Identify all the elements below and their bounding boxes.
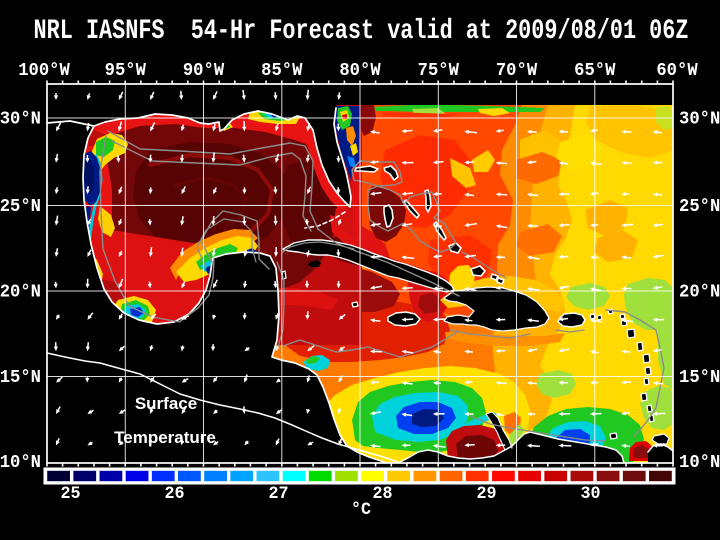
svg-text:60°W: 60°W bbox=[656, 61, 698, 82]
svg-text:90°W: 90°W bbox=[183, 61, 225, 82]
svg-text:27: 27 bbox=[268, 485, 288, 505]
svg-text:30: 30 bbox=[580, 485, 600, 505]
svg-text:100°W: 100°W bbox=[18, 61, 70, 82]
svg-text:20°N: 20°N bbox=[0, 282, 41, 303]
svg-text:85°W: 85°W bbox=[261, 61, 303, 82]
svg-text:°C: °C bbox=[351, 501, 371, 521]
svg-text:30°N: 30°N bbox=[679, 109, 720, 130]
svg-text:28: 28 bbox=[372, 485, 392, 505]
svg-text:80°W: 80°W bbox=[339, 61, 381, 82]
svg-text:10°N: 10°N bbox=[0, 453, 41, 474]
svg-text:25: 25 bbox=[60, 485, 80, 505]
svg-text:30°N: 30°N bbox=[0, 109, 41, 130]
svg-text:20°N: 20°N bbox=[679, 282, 720, 303]
svg-text:29: 29 bbox=[476, 485, 496, 505]
svg-text:70°W: 70°W bbox=[496, 61, 538, 82]
svg-text:95°W: 95°W bbox=[105, 61, 147, 82]
svg-text:75°W: 75°W bbox=[418, 61, 460, 82]
svg-text:Surface: Surface bbox=[135, 394, 197, 413]
svg-text:25°N: 25°N bbox=[679, 197, 720, 218]
svg-text:15°N: 15°N bbox=[679, 368, 720, 389]
svg-text:NRL IASNFS 54-Hr Forecast val: NRL IASNFS 54-Hr Forecast valid at 2009/… bbox=[34, 15, 689, 47]
svg-text:25°N: 25°N bbox=[0, 197, 41, 218]
svg-text:Temperature: Temperature bbox=[114, 428, 216, 447]
svg-text:65°W: 65°W bbox=[574, 61, 616, 82]
svg-text:15°N: 15°N bbox=[0, 368, 41, 389]
svg-text:26: 26 bbox=[164, 485, 184, 505]
svg-text:10°N: 10°N bbox=[679, 453, 720, 474]
